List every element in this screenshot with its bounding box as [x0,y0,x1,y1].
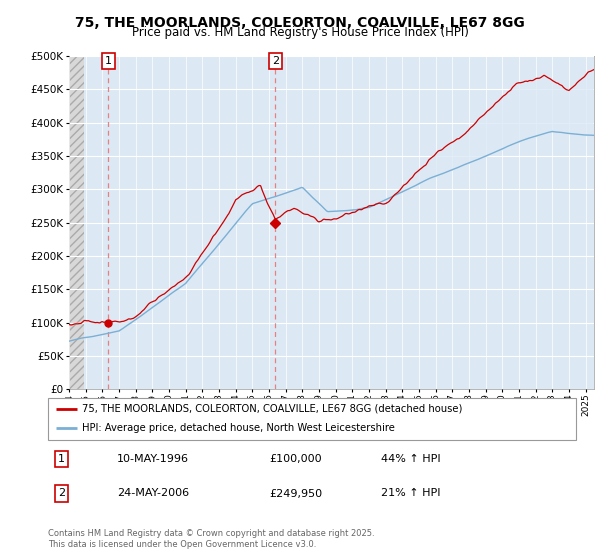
Text: 1: 1 [58,454,65,464]
Text: 2: 2 [272,56,279,66]
Text: £100,000: £100,000 [270,454,322,464]
Text: 75, THE MOORLANDS, COLEORTON, COALVILLE, LE67 8GG (detached house): 75, THE MOORLANDS, COLEORTON, COALVILLE,… [82,404,463,414]
Text: Price paid vs. HM Land Registry's House Price Index (HPI): Price paid vs. HM Land Registry's House … [131,26,469,39]
Bar [69,56,85,389]
Text: 10-MAY-1996: 10-MAY-1996 [116,454,188,464]
Text: 1: 1 [105,56,112,66]
Text: 24-MAY-2006: 24-MAY-2006 [116,488,189,498]
Text: £249,950: £249,950 [270,488,323,498]
Text: 44% ↑ HPI: 44% ↑ HPI [380,454,440,464]
Text: Contains HM Land Registry data © Crown copyright and database right 2025.
This d: Contains HM Land Registry data © Crown c… [48,529,374,549]
FancyBboxPatch shape [48,398,576,440]
Text: 21% ↑ HPI: 21% ↑ HPI [380,488,440,498]
Text: 2: 2 [58,488,65,498]
Bar [69,56,85,389]
Text: 75, THE MOORLANDS, COLEORTON, COALVILLE, LE67 8GG: 75, THE MOORLANDS, COLEORTON, COALVILLE,… [75,16,525,30]
Text: HPI: Average price, detached house, North West Leicestershire: HPI: Average price, detached house, Nort… [82,423,395,433]
